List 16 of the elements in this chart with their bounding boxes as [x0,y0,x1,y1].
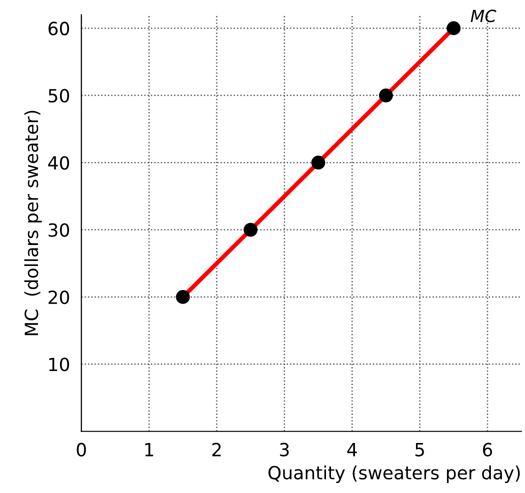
x-tick-label: 4 [347,443,357,456]
series-label: MC [470,10,496,22]
x-tick-label: 1 [145,443,154,456]
x-tick-label: 2 [212,442,221,456]
y-tick-label: 30 [48,223,70,237]
y-tick-label: 50 [48,88,70,103]
y-tick-label: 40 [48,156,70,170]
x-tick-label: 3 [280,442,289,456]
y-tick-label: 60 [48,22,70,36]
y-axis-title: MC (dollars per sweater) [24,110,42,336]
y-tick-label: 20 [48,290,70,304]
x-tick-label: 0 [76,442,86,456]
x-axis-title: Quantity (sweaters per day) [268,466,520,483]
x-tick-label: 6 [483,442,492,456]
y-tick-label: 10 [49,358,70,372]
x-tick-label: 5 [415,443,424,456]
